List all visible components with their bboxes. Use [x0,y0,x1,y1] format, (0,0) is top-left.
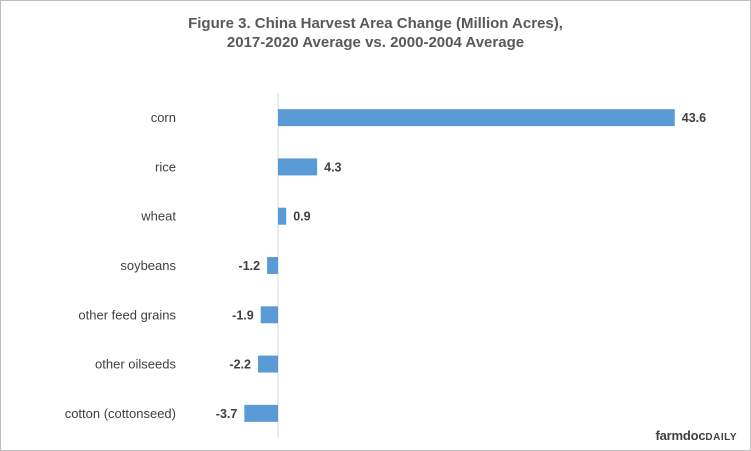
bar-corn [278,109,675,127]
data-label: 4.3 [324,160,341,174]
chart-title-line1: Figure 3. China Harvest Area Change (Mil… [188,15,563,32]
data-label: -3.7 [216,407,238,421]
bar-wheat [278,207,287,225]
data-label: -1.2 [239,259,261,273]
bar-soybeans [267,257,278,274]
bar-rice [278,158,318,176]
logo-accent: DAILY [705,432,737,443]
bar-other-oilseeds [257,355,278,373]
bar-other-feed-grains [260,306,278,324]
data-label: 0.9 [293,210,310,224]
category-label: soybeans [120,258,176,273]
farmdoc-daily-logo: farmdocDAILY [656,428,737,443]
category-label: other feed grains [78,307,176,322]
bar-cotton-cottonseed [244,404,278,422]
data-label: -2.2 [229,358,251,372]
category-label: other oilseeds [95,357,176,372]
chart-title-line2: 2017-2020 Average vs. 2000-2004 Average [226,34,525,51]
logo-main: farmdoc [655,428,706,443]
data-label: 43.6 [682,111,706,125]
category-label: wheat [140,209,176,224]
category-label: rice [155,159,176,174]
data-label: -1.9 [232,308,254,322]
chart-title: Figure 3. China Harvest Area Change (Mil… [0,14,751,52]
category-label: corn [151,110,176,125]
category-label: cotton (cottonseed) [65,406,176,421]
